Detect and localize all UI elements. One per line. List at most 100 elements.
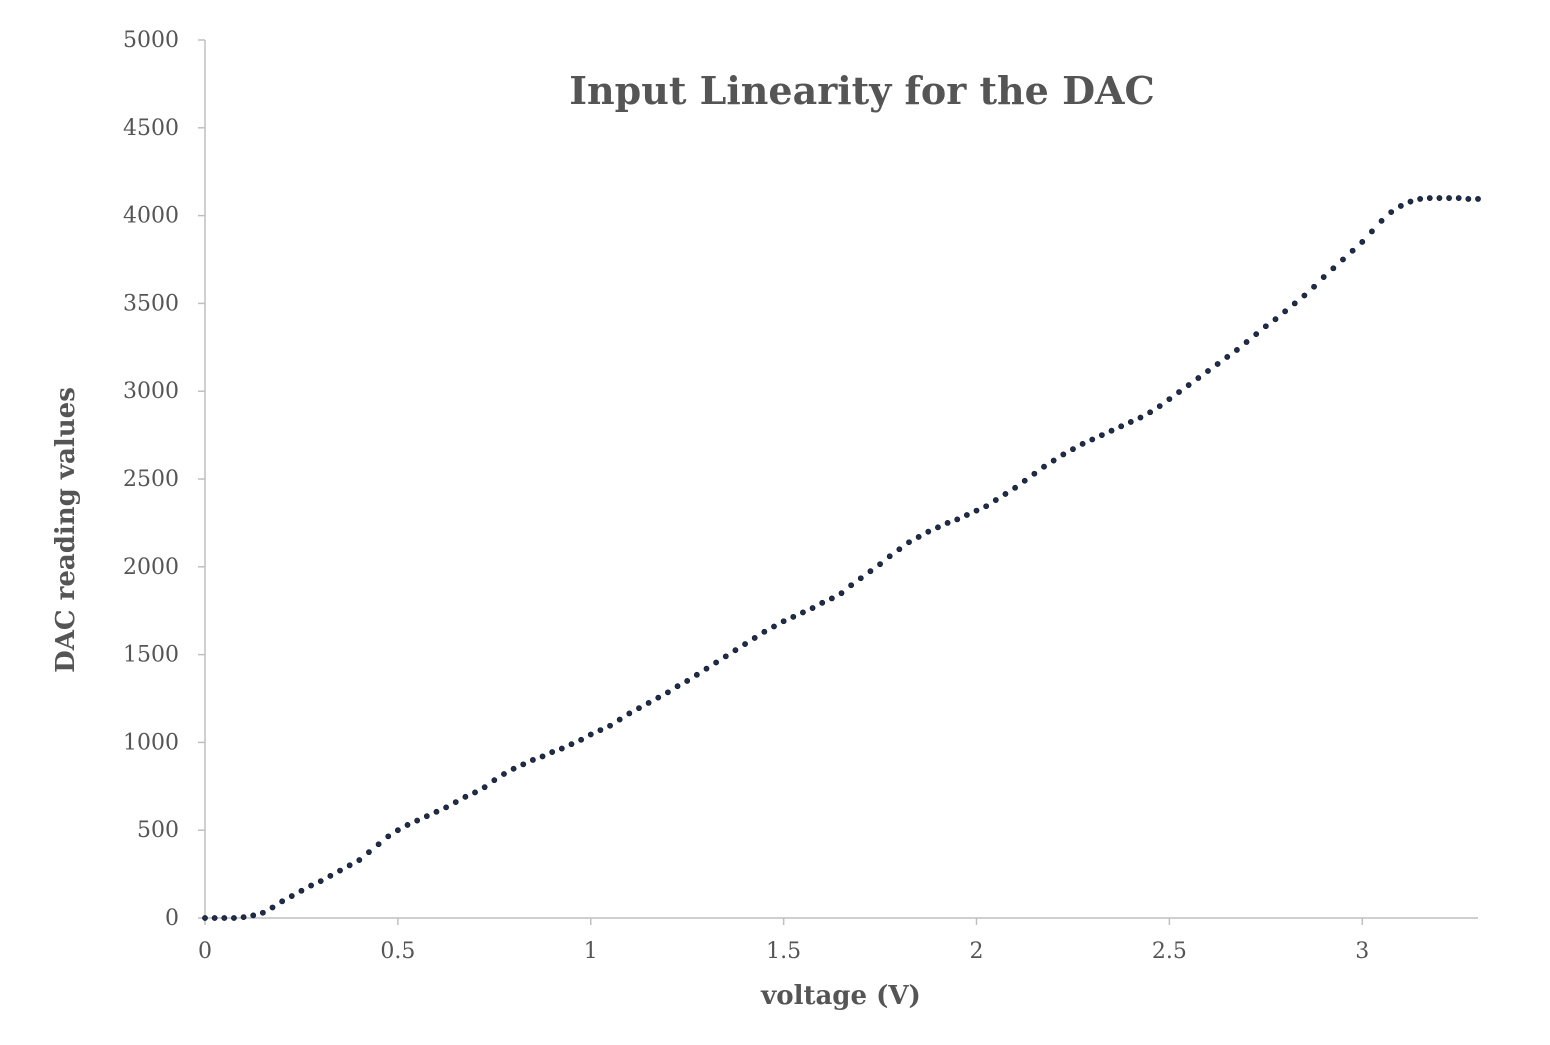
x-tick-label: 1.5 [766,939,801,964]
data-point [742,641,748,647]
data-point [1118,423,1125,430]
data-point [1340,256,1346,263]
data-point [1301,292,1308,299]
data-point [983,503,990,510]
data-point [828,595,835,602]
data-point [1417,196,1424,202]
data-point [1214,361,1221,367]
data-point [1243,339,1250,345]
data-point [366,849,372,856]
y-tick-label: 4500 [123,116,179,141]
data-point [1407,198,1414,205]
y-tick-label: 1500 [123,643,179,668]
data-point [346,862,353,869]
data-point [1041,463,1047,470]
y-tick-label: 0 [165,906,179,931]
data-point [1311,283,1317,290]
data-point [674,683,681,690]
data-point [202,915,208,921]
data-point [1320,274,1327,280]
data-point [385,833,392,840]
data-point [867,568,874,575]
data-point [240,914,247,921]
x-axis-ticks: 0 0.5 1 1.5 2 2.5 3 [198,918,1369,964]
data-point [1330,265,1337,272]
data-point [877,561,883,568]
data-point [452,799,459,806]
y-tick-label: 1000 [123,730,179,755]
data-point [1234,347,1240,353]
data-point [1224,354,1231,360]
data-point [915,534,922,540]
data-point [800,609,806,616]
data-point [231,915,237,921]
data-point [973,507,980,514]
data-point [1426,195,1433,201]
data-point [771,623,777,630]
data-point [259,909,266,916]
data-point [1359,239,1366,245]
data-point [665,689,671,696]
data-point [1378,217,1385,224]
data-point [693,671,700,678]
data-point [1436,195,1443,201]
x-tick-label: 2 [970,939,984,964]
data-point [1089,436,1096,443]
data-point [529,757,536,763]
data-point [636,705,642,712]
data-point [1253,331,1260,338]
data-point [906,539,912,546]
data-point [356,857,363,863]
data-point [587,731,594,738]
data-point [992,497,999,503]
data-point [1002,491,1009,497]
data-point [221,915,228,921]
data-point [780,618,787,625]
data-point [597,727,604,734]
data-point [481,784,488,791]
data-point [443,804,449,811]
data-point [1012,484,1018,491]
data-point [616,716,623,723]
data-points [202,195,1481,921]
x-tick-label: 0.5 [380,939,415,964]
data-point [1388,209,1395,215]
data-point [558,745,565,752]
data-point [1176,389,1182,395]
data-point [472,789,478,796]
data-point [684,678,691,684]
data-point [1108,427,1115,434]
data-point [751,635,758,641]
data-point [896,546,903,553]
data-point [539,753,546,760]
data-point [578,736,585,743]
y-tick-label: 500 [137,818,179,843]
data-point [250,912,257,919]
data-point [925,528,932,535]
data-point [1195,375,1202,381]
y-tick-label: 3000 [123,379,179,404]
data-point [1079,440,1086,447]
data-point [279,898,286,905]
data-point [510,765,517,772]
data-point [645,699,652,706]
data-point [809,605,816,611]
data-point [414,817,421,824]
data-point [935,524,941,531]
data-point [607,722,613,729]
data-point [1147,409,1154,416]
data-point [549,749,556,755]
x-tick-label: 3 [1355,939,1369,964]
data-point [732,647,739,654]
data-point [1166,396,1173,403]
data-point [954,516,961,523]
y-tick-label: 2500 [123,467,179,492]
data-point [761,628,768,635]
data-point [790,613,797,620]
data-point [655,694,662,701]
y-tick-label: 4000 [123,204,179,229]
y-tick-label: 3500 [123,291,179,316]
data-point [626,710,633,717]
data-point [1050,457,1057,464]
data-point [838,590,845,597]
